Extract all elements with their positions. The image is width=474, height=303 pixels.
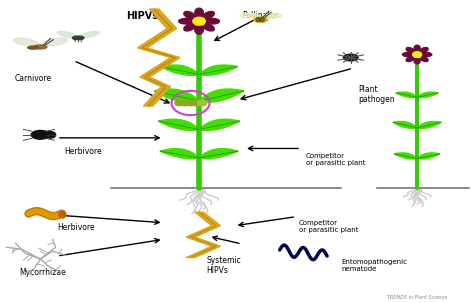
Ellipse shape [256, 18, 260, 22]
Ellipse shape [31, 131, 49, 139]
Polygon shape [199, 149, 238, 159]
Text: HIPVs: HIPVs [126, 11, 158, 21]
Ellipse shape [28, 46, 38, 49]
Text: Herbivore: Herbivore [64, 147, 102, 156]
Ellipse shape [254, 17, 267, 22]
Text: Herbivore: Herbivore [57, 223, 95, 232]
Polygon shape [158, 119, 199, 130]
Ellipse shape [262, 13, 282, 18]
Text: Carnivore: Carnivore [15, 74, 52, 83]
Polygon shape [199, 89, 244, 102]
Circle shape [413, 52, 421, 57]
Circle shape [46, 132, 55, 138]
Ellipse shape [179, 18, 193, 24]
Ellipse shape [419, 48, 428, 53]
Circle shape [186, 100, 195, 106]
Circle shape [197, 100, 207, 106]
Polygon shape [394, 153, 417, 159]
Ellipse shape [202, 23, 214, 31]
Polygon shape [417, 122, 441, 128]
Circle shape [181, 100, 189, 106]
Ellipse shape [406, 56, 415, 62]
Ellipse shape [184, 23, 196, 31]
Circle shape [193, 17, 205, 25]
Ellipse shape [202, 12, 214, 19]
Ellipse shape [57, 31, 77, 38]
Ellipse shape [344, 54, 358, 61]
Polygon shape [396, 92, 417, 98]
Ellipse shape [80, 31, 100, 38]
Ellipse shape [260, 18, 264, 22]
Polygon shape [199, 65, 237, 75]
Ellipse shape [184, 12, 196, 19]
Ellipse shape [414, 45, 420, 52]
Polygon shape [161, 65, 199, 75]
Text: Competitor
or parasitic plant: Competitor or parasitic plant [306, 153, 365, 166]
Ellipse shape [13, 38, 38, 46]
Polygon shape [417, 92, 438, 98]
Ellipse shape [402, 53, 413, 56]
Text: Systemic
HIPVs: Systemic HIPVs [206, 256, 241, 275]
Ellipse shape [205, 18, 219, 24]
Ellipse shape [195, 8, 203, 17]
Polygon shape [199, 119, 240, 130]
Text: Mycorrhizae: Mycorrhizae [19, 268, 66, 277]
Polygon shape [155, 89, 199, 102]
Ellipse shape [73, 36, 84, 40]
Text: Pollinator: Pollinator [243, 11, 279, 20]
Ellipse shape [239, 13, 259, 18]
Ellipse shape [34, 45, 47, 49]
Polygon shape [393, 122, 417, 128]
Ellipse shape [421, 53, 432, 56]
Polygon shape [186, 212, 220, 258]
Ellipse shape [406, 48, 415, 53]
Circle shape [175, 100, 183, 106]
Ellipse shape [419, 56, 428, 62]
Text: Plant
pathogen: Plant pathogen [358, 85, 394, 104]
Ellipse shape [414, 57, 420, 64]
Polygon shape [417, 153, 440, 159]
Text: TRENDS in Plant Science: TRENDS in Plant Science [387, 295, 447, 301]
Ellipse shape [195, 25, 203, 34]
Polygon shape [160, 149, 199, 159]
Text: Competitor
or parasitic plant: Competitor or parasitic plant [299, 220, 358, 233]
Circle shape [192, 100, 201, 106]
Text: Entomopathogenic
nematode: Entomopathogenic nematode [341, 259, 407, 272]
Polygon shape [137, 9, 180, 106]
Ellipse shape [42, 38, 68, 46]
